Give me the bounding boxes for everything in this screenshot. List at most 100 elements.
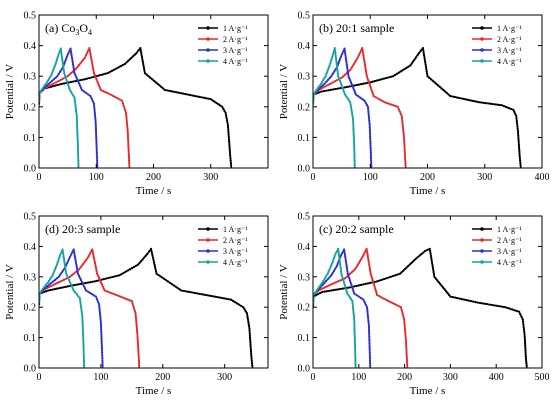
- data-point: [79, 266, 82, 269]
- data-point: [51, 288, 54, 291]
- data-point: [54, 84, 57, 87]
- data-point: [195, 95, 199, 98]
- data-point: [82, 340, 85, 344]
- data-point: [64, 285, 67, 288]
- data-point: [353, 143, 356, 146]
- data-point: [91, 248, 94, 251]
- data-point: [77, 283, 81, 286]
- data-point: [104, 72, 107, 75]
- data-point: [81, 326, 84, 330]
- data-point: [74, 103, 77, 106]
- data-point: [420, 252, 423, 256]
- data-point: [61, 63, 65, 66]
- data-point: [94, 116, 97, 119]
- data-point: [229, 157, 232, 160]
- data-point: [81, 315, 84, 318]
- data-point: [367, 326, 371, 329]
- data-point: [323, 290, 326, 293]
- data-point: [213, 100, 216, 103]
- data-point: [66, 260, 70, 263]
- data-point: [506, 306, 509, 310]
- data-point: [473, 100, 476, 103]
- data-point: [474, 301, 477, 304]
- data-point: [104, 91, 107, 94]
- data-point: [334, 252, 337, 256]
- data-point: [94, 76, 97, 79]
- data-point: [101, 359, 104, 362]
- data-point: [55, 263, 59, 266]
- data-point: [82, 338, 85, 341]
- data-point: [356, 94, 360, 98]
- y-tick-label: 0.0: [298, 364, 311, 375]
- data-point: [347, 99, 351, 102]
- data-point: [56, 281, 59, 284]
- data-point: [54, 267, 57, 270]
- data-point: [103, 289, 106, 292]
- data-point: [380, 278, 383, 281]
- data-point: [60, 82, 64, 85]
- data-point: [96, 300, 100, 303]
- data-point: [162, 87, 165, 90]
- data-point: [334, 68, 337, 71]
- data-point: [61, 77, 65, 80]
- data-point: [89, 53, 92, 56]
- data-point: [329, 266, 332, 269]
- data-point: [430, 257, 433, 260]
- series-markers-1: [39, 247, 254, 367]
- data-point: [514, 112, 517, 116]
- data-point: [355, 293, 358, 297]
- data-point: [135, 324, 138, 327]
- data-point: [378, 295, 381, 298]
- data-point: [142, 62, 145, 66]
- data-point: [403, 148, 406, 151]
- data-point: [366, 105, 370, 108]
- data-point: [193, 94, 196, 98]
- data-point: [156, 82, 159, 85]
- x-tick-label: 300: [217, 372, 232, 383]
- data-point: [353, 322, 356, 326]
- data-point: [128, 58, 131, 61]
- data-point: [109, 93, 112, 96]
- data-point: [344, 54, 347, 57]
- data-point: [226, 121, 229, 124]
- legend-label: 1 A·g⁻¹: [223, 225, 248, 234]
- data-point: [100, 337, 103, 340]
- data-point: [326, 277, 329, 281]
- data-point: [248, 327, 251, 330]
- legend: 1 A·g⁻¹ 2 A·g⁻¹ 3 A·g⁻¹ 4 A·g⁻¹: [198, 225, 248, 267]
- data-point: [323, 82, 326, 85]
- data-point: [353, 150, 356, 153]
- data-point: [127, 147, 130, 151]
- data-point: [135, 319, 138, 322]
- data-point: [403, 152, 407, 156]
- data-point: [365, 250, 369, 253]
- data-point: [334, 56, 337, 59]
- data-point: [349, 103, 352, 106]
- data-point: [524, 344, 527, 347]
- data-point: [402, 129, 405, 132]
- data-point: [330, 75, 333, 78]
- data-point: [330, 57, 333, 60]
- data-point: [353, 320, 356, 323]
- data-point: [364, 82, 367, 85]
- legend-marker: [206, 26, 210, 30]
- data-point: [353, 164, 356, 167]
- data-point: [231, 299, 235, 302]
- data-point: [66, 82, 69, 85]
- data-point: [77, 155, 80, 158]
- series-line-3: [313, 47, 373, 168]
- data-point: [403, 325, 406, 328]
- data-point: [373, 80, 376, 83]
- data-point: [50, 276, 53, 279]
- data-point: [72, 67, 75, 70]
- data-point: [182, 92, 185, 95]
- data-point: [74, 257, 77, 260]
- data-point: [102, 287, 105, 290]
- data-point: [445, 91, 448, 95]
- data-point: [323, 286, 327, 289]
- data-point: [74, 259, 77, 262]
- data-point: [98, 278, 102, 282]
- data-point: [339, 254, 343, 257]
- data-point: [93, 104, 96, 108]
- data-point: [402, 133, 405, 137]
